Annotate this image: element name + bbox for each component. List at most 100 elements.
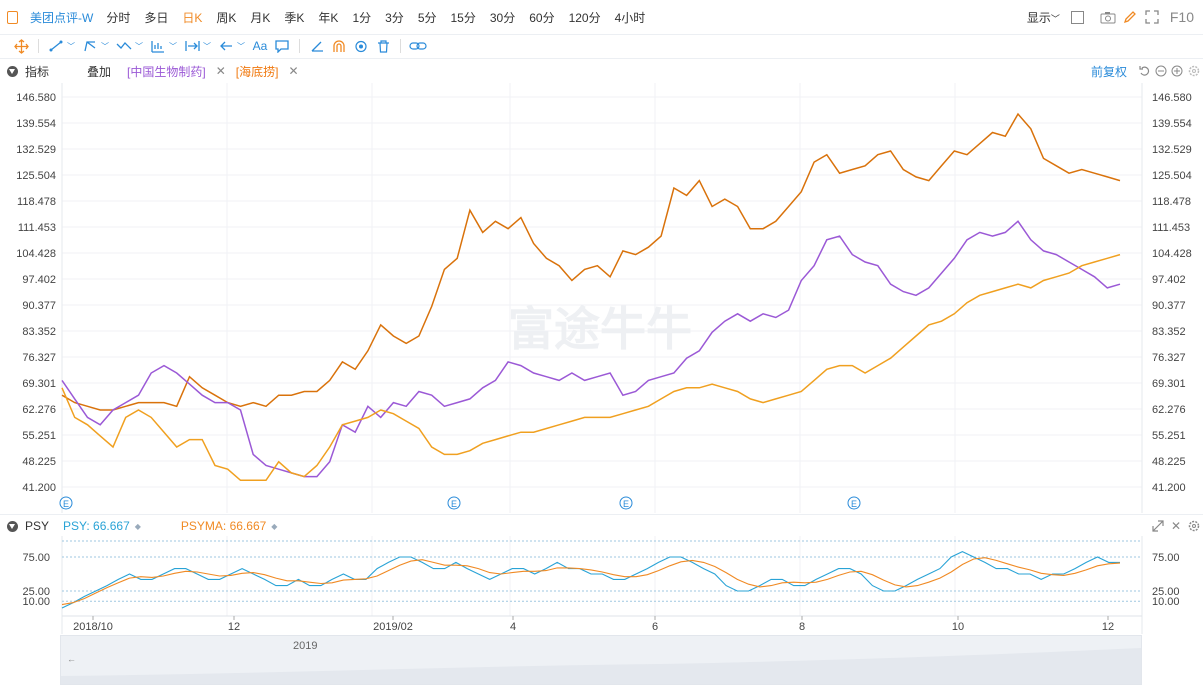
event-marker-icon — [59, 496, 73, 510]
text-tool-icon[interactable]: Aa — [252, 39, 268, 53]
link-icon[interactable] — [407, 36, 429, 56]
close-icon[interactable]: ✕ — [1170, 519, 1182, 533]
series-lines — [61, 112, 1121, 482]
comment-icon[interactable] — [271, 36, 293, 56]
scroll-left-icon[interactable]: ← — [67, 654, 76, 664]
psyma-value: PSYMA: 66.667 — [180, 519, 267, 533]
y-tick-label: 69.301 — [22, 378, 56, 390]
fullscreen-icon[interactable] — [1141, 7, 1163, 27]
period-tab[interactable]: 日K — [182, 10, 203, 25]
chevron-down-icon: ﹀ — [1050, 13, 1060, 24]
camera-icon[interactable] — [1097, 7, 1119, 27]
compare-tag-2[interactable]: [海底捞] — [235, 64, 279, 79]
x-tick-label: 12 — [1102, 621, 1114, 633]
trash-icon[interactable] — [372, 36, 394, 56]
collapse-icon[interactable] — [7, 520, 18, 532]
line-segment-icon[interactable] — [45, 36, 67, 56]
wave-icon[interactable] — [113, 36, 135, 56]
x-tick-label: 10 — [952, 621, 964, 633]
undo-icon[interactable] — [1137, 61, 1153, 81]
display-dropdown[interactable]: 显示﹀ — [1020, 9, 1067, 26]
eye-icon[interactable] — [350, 36, 372, 56]
compare-tag-1[interactable]: [中国生物制药] — [127, 64, 206, 79]
period-tab[interactable]: 季K — [284, 10, 305, 25]
pencil-icon[interactable] — [1119, 7, 1141, 27]
period-tab[interactable]: 1分 — [352, 10, 372, 25]
indicator-title[interactable]: 指标 — [25, 64, 50, 79]
psy-tick-label: 75.00 — [1152, 552, 1180, 564]
close-icon[interactable]: ✕ — [288, 64, 299, 78]
psy-tick-label: 10.00 — [22, 596, 50, 608]
period-tab[interactable]: 分时 — [106, 10, 131, 25]
close-icon[interactable]: ✕ — [215, 64, 226, 78]
period-tab[interactable]: 4小时 — [614, 10, 646, 25]
period-tab[interactable]: 多日 — [144, 10, 169, 25]
chevron-down-icon[interactable]: ﹀ — [169, 41, 177, 51]
psy-title[interactable]: PSY — [25, 519, 50, 533]
divider — [299, 39, 300, 53]
y-tick-label: 83.352 — [22, 326, 56, 338]
period-tab[interactable]: 3分 — [385, 10, 404, 25]
y-tick-label: 55.251 — [1152, 430, 1186, 442]
main-grid — [61, 83, 1143, 513]
range-icon[interactable] — [181, 36, 203, 56]
y-tick-label: 139.554 — [1152, 118, 1192, 130]
psy-header: PSY PSY: 66.667 ◆ PSYMA: 66.667 ◆ ✕ — [0, 514, 1203, 537]
overlay-label[interactable]: 叠加 — [87, 64, 112, 79]
y-tick-label: 83.352 — [1152, 326, 1186, 338]
y-tick-label: 125.504 — [1152, 170, 1192, 182]
period-tab[interactable]: 30分 — [489, 10, 516, 25]
arrow-left-icon[interactable] — [215, 36, 237, 56]
psy-tick-label: 75.00 — [22, 552, 50, 564]
period-tab[interactable]: 60分 — [529, 10, 555, 25]
magnet-icon[interactable] — [328, 36, 350, 56]
range-navigator[interactable]: 2019 ← → — [60, 635, 1142, 685]
period-tab[interactable]: 月K — [250, 10, 271, 25]
psy-value: PSY: 66.667 — [63, 519, 130, 533]
channel-icon[interactable] — [79, 36, 101, 56]
navigator-preview — [61, 648, 1141, 684]
psy-tick-label: 25.00 — [22, 586, 50, 598]
x-tick-label: 6 — [652, 621, 658, 633]
y-tick-label: 125.504 — [16, 170, 56, 182]
y-tick-label: 146.580 — [16, 92, 56, 104]
chevron-down-icon[interactable]: ﹀ — [203, 41, 211, 51]
psyma-line — [61, 557, 1121, 606]
settings-icon[interactable] — [1185, 516, 1203, 536]
collapse-icon[interactable] — [7, 65, 18, 77]
angle-icon[interactable] — [306, 36, 328, 56]
period-tab[interactable]: 120分 — [568, 10, 601, 25]
zoom-out-icon[interactable] — [1153, 61, 1169, 81]
y-tick-label: 111.453 — [18, 222, 56, 234]
checkbox-icon[interactable] — [1067, 7, 1089, 27]
expand-icon[interactable] — [1149, 516, 1167, 536]
chevron-down-icon[interactable]: ﹀ — [67, 41, 75, 51]
psy-line — [61, 550, 1120, 609]
main-chart[interactable]: 富途牛牛 146.580 139.554 132.529 125.504 118.478… — [0, 83, 1203, 513]
watermark: 富途牛牛 — [508, 303, 692, 355]
x-tick-label: 8 — [799, 621, 805, 633]
series-line-1 — [61, 220, 1121, 478]
chevron-down-icon[interactable]: ﹀ — [101, 41, 109, 51]
zoom-in-icon[interactable] — [1169, 61, 1185, 81]
settings-icon[interactable] — [1185, 61, 1203, 81]
sidebar-toggle-icon[interactable] — [7, 10, 18, 24]
chevron-down-icon[interactable]: ﹀ — [237, 41, 245, 51]
drawing-toolbar: ﹀ ﹀ ﹀ ﹀ ﹀ ﹀ Aa — [0, 34, 1203, 59]
event-marker-icon — [619, 496, 633, 510]
y-tick-label: 62.276 — [22, 404, 56, 416]
period-tab[interactable]: 周K — [216, 10, 237, 25]
adjust-dropdown[interactable]: 前复权 — [1090, 64, 1127, 79]
psy-lines — [61, 550, 1121, 609]
fibonacci-icon[interactable] — [147, 36, 169, 56]
move-icon[interactable] — [10, 36, 32, 56]
chevron-down-icon[interactable]: ﹀ — [135, 41, 143, 51]
period-tab[interactable]: 15分 — [450, 10, 476, 25]
stock-symbol[interactable]: 美团点评-W — [30, 10, 94, 25]
y-tick-label: 76.327 — [1152, 352, 1186, 364]
f10-button[interactable]: F10 — [1169, 9, 1194, 25]
period-tab[interactable]: 年K — [318, 10, 339, 25]
period-tab[interactable]: 5分 — [417, 10, 437, 25]
y-tick-label: 132.529 — [16, 144, 56, 156]
